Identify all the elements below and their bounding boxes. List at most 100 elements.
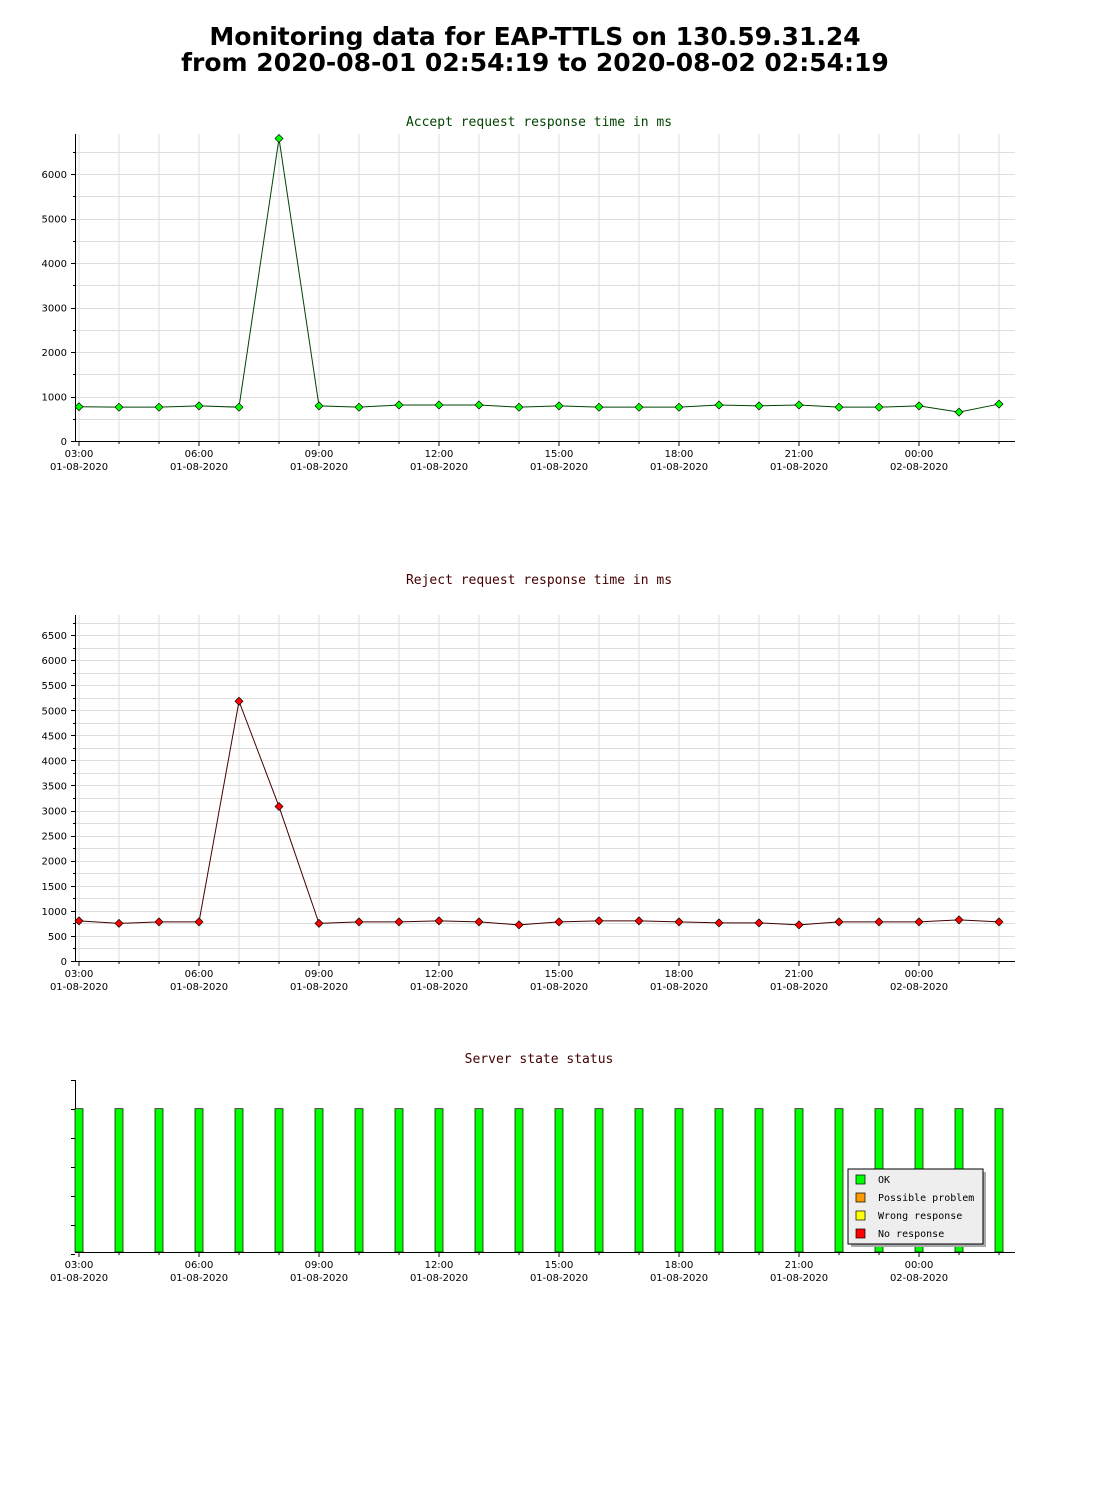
reject-data-point [914, 917, 924, 927]
accept-x-tick-time: 09:00 [305, 449, 334, 460]
accept-data-point [674, 402, 684, 412]
status-x-tick-date: 01-08-2020 [170, 1273, 228, 1284]
reject-x-tick-time: 21:00 [785, 969, 814, 980]
status-status-bar [74, 1108, 84, 1253]
accept-y-tick-label: 5000 [42, 215, 67, 226]
accept-x-tick-time: 21:00 [785, 449, 814, 460]
accept-x-tick-time: 06:00 [185, 449, 214, 460]
accept-x-tick-time: 03:00 [65, 449, 94, 460]
accept-data-point [394, 400, 404, 410]
status-status-bar [634, 1108, 644, 1253]
legend-label-ok: OK [878, 1175, 890, 1186]
accept-x-tick-date: 01-08-2020 [50, 462, 108, 473]
accept-data-point [634, 402, 644, 412]
accept-x-tick-date: 01-08-2020 [650, 462, 708, 473]
accept-y-tick-label: 1000 [42, 393, 67, 404]
status-x-tick-time: 09:00 [305, 1260, 334, 1271]
reject-data-point [114, 918, 124, 928]
accept-data-point [714, 400, 724, 410]
accept-data-point [954, 407, 964, 417]
accept-data-point [114, 402, 124, 412]
reject-data-point [794, 920, 804, 930]
status-x-tick-date: 01-08-2020 [650, 1273, 708, 1284]
status-x-tick-time: 06:00 [185, 1260, 214, 1271]
reject-x-tick-date: 01-08-2020 [650, 982, 708, 993]
reject-y-tick-label: 1000 [42, 907, 67, 918]
reject-data-point [514, 920, 524, 930]
page-title: Monitoring data for EAP-TTLS on 130.59.3… [0, 24, 1070, 76]
status-status-bar [794, 1108, 804, 1253]
accept-x-tick-time: 12:00 [425, 449, 454, 460]
accept-x-tick-time: 15:00 [545, 449, 574, 460]
reject-x-tick-date: 02-08-2020 [890, 982, 948, 993]
reject-y-tick-label: 1500 [42, 882, 67, 893]
status-status-bar [234, 1108, 244, 1253]
reject-data-point [594, 916, 604, 926]
legend-swatch-ok [855, 1174, 866, 1185]
accept-data-point [314, 401, 324, 411]
status-status-bar [834, 1108, 844, 1253]
reject-y-tick-label: 2000 [42, 857, 67, 868]
accept-data-point [354, 402, 364, 412]
accept-data-point [514, 402, 524, 412]
accept-x-tick-date: 01-08-2020 [530, 462, 588, 473]
accept-data-point [594, 402, 604, 412]
accept-x-tick-time: 18:00 [665, 449, 694, 460]
reject-x-tick-time: 09:00 [305, 969, 334, 980]
accept-data-point [194, 401, 204, 411]
accept-data-point [74, 402, 84, 412]
legend-label-no_response: No response [878, 1229, 944, 1240]
accept-data-point [434, 400, 444, 410]
status-x-tick-date: 01-08-2020 [530, 1273, 588, 1284]
accept-y-tick-label: 3000 [42, 304, 67, 315]
reject-x-tick-time: 15:00 [545, 969, 574, 980]
page-title-line-2: from 2020-08-01 02:54:19 to 2020-08-02 0… [181, 48, 889, 77]
reject-data-point [954, 915, 964, 925]
reject-y-tick-label: 4500 [42, 731, 67, 742]
accept-x-tick-date: 02-08-2020 [890, 462, 948, 473]
reject-y-tick-label: 0 [61, 957, 67, 968]
status-status-bar [114, 1108, 124, 1253]
reject-x-tick-date: 01-08-2020 [530, 982, 588, 993]
accept-y-tick-label: 0 [61, 437, 67, 448]
reject-data-point [634, 916, 644, 926]
status-legend: OK Possible problem Wrong response No respo… [847, 1168, 986, 1247]
reject-data-point [714, 918, 724, 928]
reject-chart-title: Reject request response time in ms [406, 573, 672, 588]
accept-x-tick-date: 01-08-2020 [770, 462, 828, 473]
accept-data-point [154, 402, 164, 412]
reject-data-point [314, 918, 324, 928]
reject-data-point [874, 917, 884, 927]
status-x-tick-time: 03:00 [65, 1260, 94, 1271]
reject-chart: Reject request response time in ms03:000… [42, 573, 1015, 993]
reject-y-tick-label: 3500 [42, 781, 67, 792]
accept-data-point [914, 401, 924, 411]
reject-data-point [754, 918, 764, 928]
reject-y-tick-label: 4000 [42, 756, 67, 767]
accept-chart: Accept request response time in ms03:000… [42, 115, 1015, 473]
status-x-tick-date: 01-08-2020 [50, 1273, 108, 1284]
reject-x-tick-date: 01-08-2020 [290, 982, 348, 993]
status-status-bar [354, 1108, 364, 1253]
status-status-bar [754, 1108, 764, 1253]
accept-data-point [794, 400, 804, 410]
reject-x-tick-time: 03:00 [65, 969, 94, 980]
reject-data-point [354, 917, 364, 927]
status-status-bar [594, 1108, 604, 1253]
reject-y-tick-label: 500 [48, 932, 67, 943]
status-status-bar [434, 1108, 444, 1253]
accept-x-tick-date: 01-08-2020 [290, 462, 348, 473]
reject-data-point [274, 802, 284, 812]
status-status-bar [394, 1108, 404, 1253]
status-status-bar [994, 1108, 1004, 1253]
reject-data-point [394, 917, 404, 927]
reject-y-tick-label: 3000 [42, 807, 67, 818]
accept-data-point [994, 399, 1004, 409]
reject-data-point [434, 916, 444, 926]
reject-y-tick-label: 2500 [42, 832, 67, 843]
accept-series-line [78, 138, 1000, 413]
reject-series-line [78, 699, 1000, 926]
reject-x-tick-time: 06:00 [185, 969, 214, 980]
reject-x-tick-time: 12:00 [425, 969, 454, 980]
